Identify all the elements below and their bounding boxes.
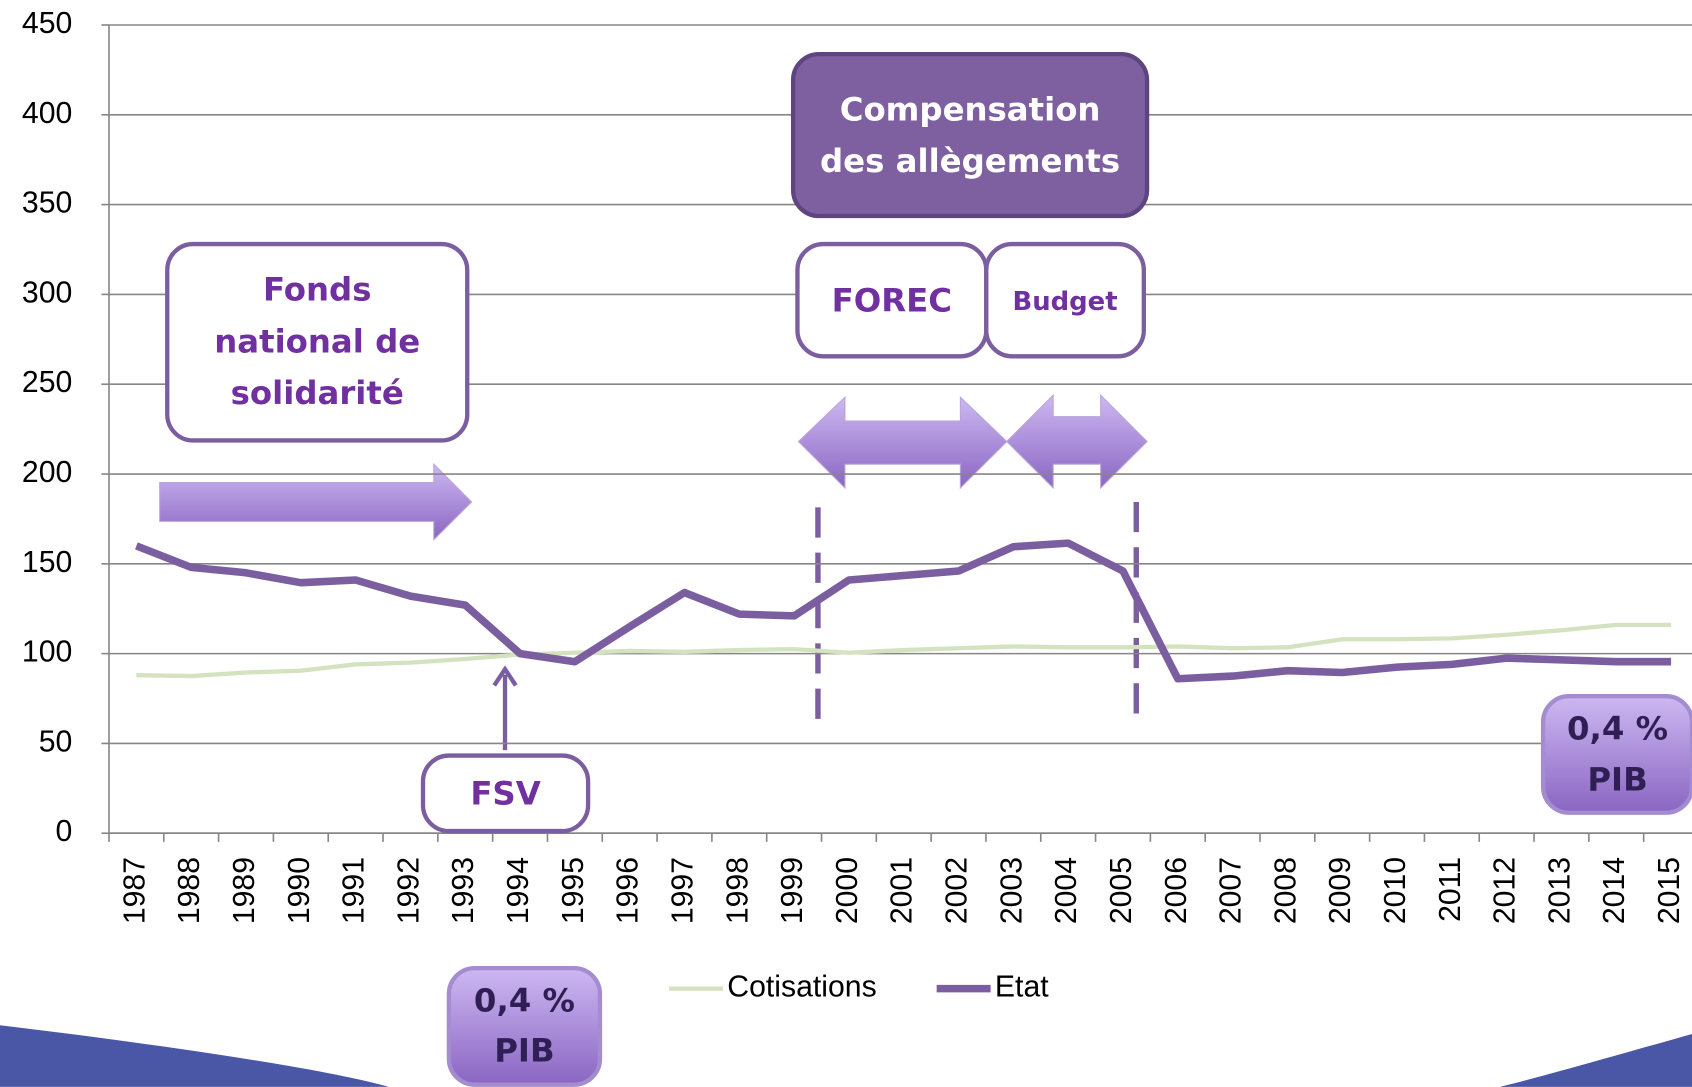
y-tick-label: 250 <box>22 366 72 399</box>
annotation-box <box>446 965 603 1087</box>
x-tick-label: 2013 <box>1543 857 1576 924</box>
y-tick-label: 450 <box>22 7 72 40</box>
y-tick-label: 200 <box>22 456 72 489</box>
annotation-box <box>984 241 1146 359</box>
y-tick-label: 150 <box>22 546 72 579</box>
x-tick-label: 1998 <box>721 857 754 924</box>
y-tick-label: 100 <box>22 636 72 669</box>
y-tick-label: 350 <box>22 187 72 220</box>
y-tick-label: 300 <box>22 276 72 309</box>
x-tick-label: 2007 <box>1215 857 1248 924</box>
x-tick-label: 1988 <box>173 857 206 924</box>
x-tick-label: 1994 <box>502 857 535 924</box>
x-tick-label: 2001 <box>886 857 919 924</box>
annotation-box <box>165 241 470 443</box>
line-series <box>136 622 1672 679</box>
legend-label: Cotisations <box>727 971 876 1004</box>
arrow <box>159 462 473 542</box>
x-tick-label: 1987 <box>118 857 151 924</box>
annotation-text: des allègements <box>820 142 1120 180</box>
x-tick-label: 2006 <box>1160 857 1193 924</box>
annotation-text: national de <box>214 322 420 360</box>
x-tick-label: 1996 <box>612 857 645 924</box>
annotation-text: PIB <box>494 1031 554 1069</box>
x-tick-label: 1989 <box>228 857 261 924</box>
x-tick-label: 1992 <box>392 857 425 924</box>
x-tick-label: 1997 <box>666 857 699 924</box>
annotation-text: FSV <box>470 774 540 812</box>
legend-label: Etat <box>995 971 1049 1004</box>
x-tick-label: 2010 <box>1379 857 1412 924</box>
x-tick-label: 2000 <box>831 857 864 924</box>
x-tick-label: 2012 <box>1489 857 1522 924</box>
annotation-text: Budget <box>1012 287 1117 317</box>
annotation-text: FOREC <box>832 281 952 319</box>
x-tick-label: 2015 <box>1653 857 1686 924</box>
annotation-box <box>790 51 1150 219</box>
annotation-text: solidarité <box>231 374 404 412</box>
x-tick-label: 1993 <box>447 857 480 924</box>
x-tick-label: 1995 <box>557 857 590 924</box>
y-tick-label: 400 <box>22 97 72 130</box>
annotation-text: 0,4 % <box>1567 710 1668 748</box>
x-tick-label: 1990 <box>283 857 316 924</box>
annotation-box <box>420 753 591 834</box>
decoration <box>0 1025 389 1087</box>
annotation-text: Compensation <box>840 90 1101 128</box>
x-tick-label: 2005 <box>1105 857 1138 924</box>
decoration <box>1499 1033 1692 1087</box>
arrow <box>1006 393 1148 490</box>
annotation-text: PIB <box>1587 760 1647 798</box>
annotation-text: Fonds <box>263 271 372 309</box>
x-tick-label: 2011 <box>1434 857 1467 922</box>
annotation-box <box>1540 694 1692 815</box>
x-tick-label: 2004 <box>1050 857 1083 924</box>
x-tick-label: 1999 <box>776 857 809 924</box>
x-tick-label: 1991 <box>338 857 371 924</box>
y-tick-label: 0 <box>55 815 72 848</box>
line-series <box>135 539 1672 683</box>
x-tick-label: 2009 <box>1324 857 1357 924</box>
x-tick-label: 2003 <box>995 857 1028 924</box>
x-tick-label: 2008 <box>1269 857 1302 924</box>
y-tick-label: 50 <box>39 725 73 758</box>
annotation-text: 0,4 % <box>474 982 575 1020</box>
x-tick-label: 2002 <box>941 857 974 924</box>
x-tick-label: 2014 <box>1598 857 1631 924</box>
pointer-arrow <box>492 665 518 687</box>
